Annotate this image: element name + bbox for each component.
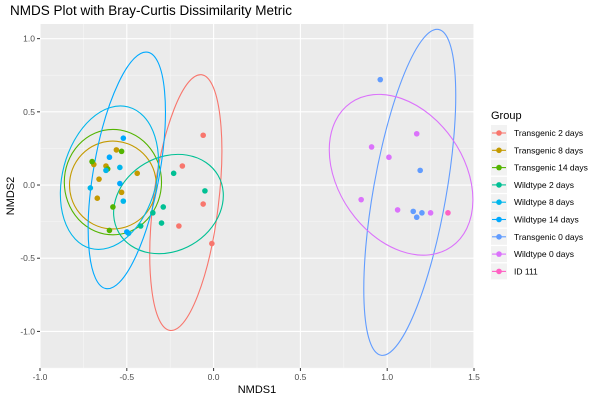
x-tick-label: -0.5: [119, 372, 134, 382]
point-transgenic-14-days: [89, 158, 95, 165]
point-transgenic-8-days: [113, 147, 120, 153]
point-id-111: [445, 210, 451, 216]
point-transgenic-8-days: [118, 189, 125, 196]
x-tick-label: 1.5: [468, 372, 480, 382]
point-wildtype-14-days: [106, 154, 113, 161]
legend-label: Wildtype 0 days: [514, 249, 574, 259]
point-transgenic-14-days: [110, 204, 116, 210]
confidence-ellipses: [59, 28, 474, 356]
y-tick-label: -1.0: [20, 326, 35, 336]
point-transgenic-14-days: [106, 227, 113, 234]
y-tick-label: 1.0: [23, 34, 35, 44]
ellipse-wildtype-8-days: [59, 105, 160, 250]
legend-key-point: [496, 251, 502, 257]
x-tick-label: 0.0: [208, 372, 220, 382]
x-axis-label: NMDS1: [238, 384, 277, 396]
major-grid: [39, 24, 475, 368]
legend-label: Transgenic 8 days: [514, 145, 583, 155]
legend-key-point: [496, 130, 502, 136]
legend-label: Wildtype 2 days: [514, 180, 574, 190]
legend-label: Wildtype 8 days: [514, 197, 574, 207]
point-wildtype-8-days: [87, 185, 94, 191]
legend-key-point: [496, 147, 502, 154]
legend-label: Transgenic 14 days: [514, 163, 588, 173]
legend-key-point: [496, 268, 502, 275]
y-tick-label: -0.5: [20, 253, 35, 263]
point-transgenic-0-days: [413, 214, 420, 221]
point-transgenic-0-days: [410, 208, 417, 215]
legend-items: Transgenic 2 days Transgenic 8 days Transg…: [491, 125, 588, 280]
point-wildtype-0-days: [394, 207, 401, 213]
point-transgenic-0-days: [417, 167, 423, 174]
legend-title: Group: [491, 110, 522, 122]
point-wildtype-2-days: [170, 170, 177, 177]
point-wildtype-14-days: [117, 180, 123, 187]
point-wildtype-2-days: [158, 220, 165, 226]
point-wildtype-14-days: [124, 229, 130, 235]
legend-key-point: [496, 164, 502, 171]
point-transgenic-2-days: [179, 163, 186, 169]
x-tick-label: -1.0: [33, 372, 48, 382]
point-wildtype-0-days: [413, 130, 420, 137]
point-wildtype-0-days: [427, 210, 434, 216]
legend-key-point: [496, 182, 502, 188]
ellipse-transgenic-2-days: [149, 74, 223, 332]
legend-key-point: [496, 216, 502, 223]
point-wildtype-8-days: [120, 198, 127, 204]
point-wildtype-0-days: [368, 144, 375, 150]
point-transgenic-8-days: [96, 176, 102, 182]
y-axis-label: NMDS2: [5, 177, 17, 216]
point-transgenic-2-days: [176, 223, 182, 229]
point-wildtype-0-days: [386, 154, 392, 161]
point-transgenic-0-days: [377, 76, 384, 83]
x-axis: -1.0 -0.5 0.0 0.5 1.0 1.5: [33, 368, 480, 382]
minor-grid: [40, 24, 474, 369]
legend: Group Transgenic 2 days Transgenic 8 days…: [491, 110, 588, 280]
point-wildtype-2-days: [160, 204, 167, 210]
ellipse-wildtype-2-days: [113, 153, 224, 255]
point-transgenic-8-days: [94, 195, 101, 201]
point-wildtype-2-days: [202, 188, 208, 194]
legend-key-point: [496, 199, 502, 205]
ellipse-wildtype-0-days: [328, 93, 474, 256]
data-points: [87, 76, 451, 247]
point-wildtype-0-days: [358, 196, 364, 203]
legend-label: ID 111: [514, 266, 538, 276]
y-tick-label: 0.5: [23, 107, 35, 117]
x-tick-label: 0.5: [294, 372, 306, 382]
point-wildtype-2-days: [137, 223, 144, 229]
point-transgenic-8-days: [134, 170, 141, 177]
legend-key-point: [496, 234, 502, 240]
legend-label: Transgenic 0 days: [514, 232, 583, 242]
x-tick-label: 1.0: [381, 372, 393, 382]
point-transgenic-14-days: [118, 148, 125, 155]
y-tick-label: 0.0: [23, 180, 35, 190]
point-wildtype-14-days: [120, 135, 127, 141]
point-transgenic-2-days: [200, 132, 206, 139]
point-transgenic-2-days: [209, 240, 215, 247]
ellipse-transgenic-0-days: [363, 28, 457, 356]
point-wildtype-2-days: [150, 210, 156, 216]
legend-label: Transgenic 2 days: [514, 128, 583, 138]
point-wildtype-8-days: [103, 167, 109, 174]
point-transgenic-2-days: [200, 201, 206, 207]
point-transgenic-0-days: [419, 210, 425, 216]
ellipse-transgenic-14-days: [63, 128, 163, 236]
legend-label: Wildtype 14 days: [514, 215, 579, 225]
point-wildtype-8-days: [117, 164, 123, 171]
chart-title: NMDS Plot with Bray-Curtis Dissimilarity…: [10, 3, 292, 18]
y-axis: -1.0 -0.5 0.0 0.5 1.0: [20, 34, 40, 336]
